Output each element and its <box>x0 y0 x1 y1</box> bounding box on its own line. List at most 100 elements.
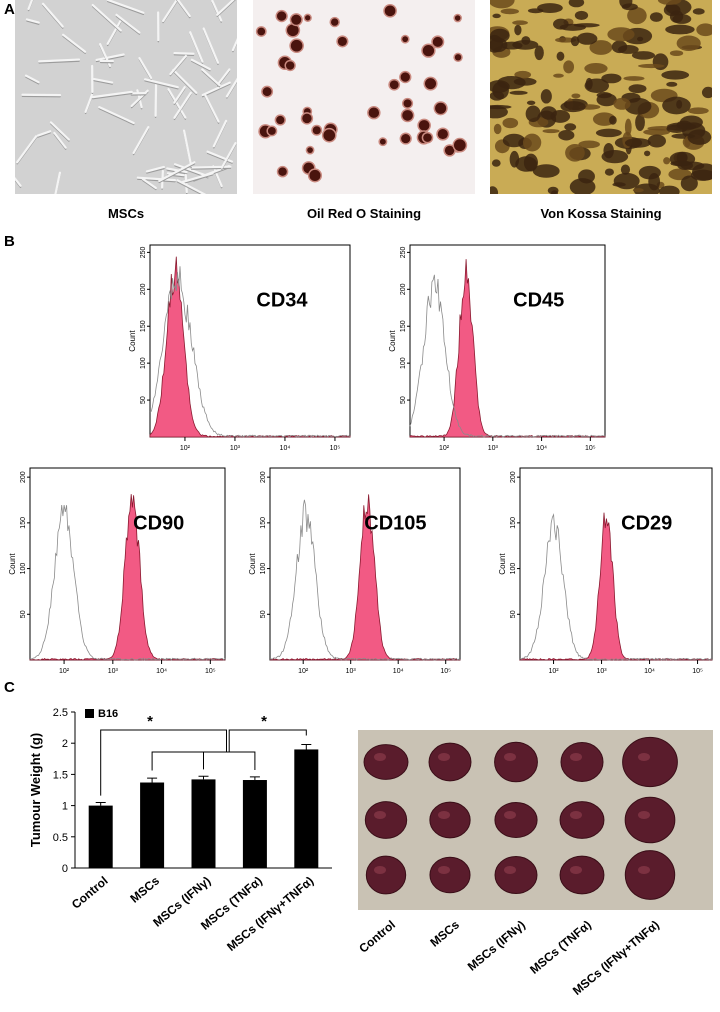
tumour <box>625 797 675 843</box>
mineral <box>677 35 701 50</box>
stained-cell <box>313 126 321 134</box>
y-tick-label: 100 <box>20 563 27 575</box>
plot-frame <box>410 245 605 437</box>
y-axis-label: Count <box>8 553 17 575</box>
x-tick-label: 10³ <box>108 668 119 675</box>
tumour <box>366 856 405 894</box>
tumour <box>625 851 674 900</box>
mineral <box>494 124 502 134</box>
tumour-highlight <box>638 866 650 874</box>
mineral <box>644 151 650 157</box>
mineral <box>638 64 665 68</box>
stained-cell <box>435 103 446 114</box>
mineral <box>670 50 683 56</box>
x-tick-label: 10³ <box>488 445 499 452</box>
tumour <box>429 743 471 781</box>
mineral <box>526 105 541 122</box>
x-tick-label: 10⁵ <box>692 668 703 675</box>
x-tick-label: 10⁵ <box>440 668 451 675</box>
stained-cell <box>268 127 276 135</box>
tumour-highlight <box>570 811 582 819</box>
stained-cell <box>423 133 432 142</box>
x-tick-label: 10⁴ <box>393 668 404 675</box>
mineral <box>563 60 574 73</box>
tumour-highlight <box>438 811 450 819</box>
marker-label: CD45 <box>513 289 564 311</box>
y-axis-label: Count <box>128 330 137 352</box>
legend-swatch <box>85 709 94 718</box>
stained-cell <box>257 28 265 36</box>
x-tick-label: 10² <box>180 445 191 452</box>
y-tick-label: 100 <box>260 563 267 575</box>
micrograph <box>10 0 245 205</box>
mineral <box>489 38 507 52</box>
y-tick-label: 50 <box>510 610 517 618</box>
tumour-highlight <box>504 866 516 874</box>
bar <box>192 779 216 868</box>
y-tick-label: 50 <box>400 396 407 404</box>
stained-cell <box>291 40 303 52</box>
tumour <box>430 802 470 838</box>
mineral <box>693 8 705 14</box>
mineral <box>607 27 634 41</box>
y-tick-label: 2.5 <box>53 707 68 719</box>
mineral <box>696 23 714 36</box>
mineral <box>553 19 569 30</box>
stained-cell <box>309 170 320 181</box>
mineral <box>514 25 521 36</box>
tumour-highlight <box>504 811 516 819</box>
tumour-highlight <box>374 753 386 761</box>
y-axis-label: Tumour Weight (g) <box>28 733 43 847</box>
mineral <box>541 89 552 103</box>
y-tick-label: 100 <box>400 357 407 369</box>
tumour <box>560 802 604 839</box>
mineral <box>553 74 564 78</box>
mineral <box>623 76 644 81</box>
y-axis-label: Count <box>248 553 257 575</box>
stained-cell <box>291 15 301 25</box>
mineral <box>578 169 595 183</box>
stained-cell <box>287 24 299 36</box>
y-tick-label: 100 <box>510 563 517 575</box>
panel-label: B <box>4 233 15 250</box>
mineral <box>609 116 617 125</box>
bar <box>243 780 267 868</box>
y-tick-label: 150 <box>20 517 27 529</box>
y-tick-label: 150 <box>140 320 147 332</box>
tumour-highlight <box>374 811 386 819</box>
micrograph <box>253 0 475 194</box>
mineral <box>492 82 509 100</box>
x-tick-label: 10⁵ <box>585 445 596 452</box>
mineral <box>558 130 574 140</box>
y-tick-label: 0.5 <box>53 832 68 844</box>
stained-cell <box>433 37 443 47</box>
mineral <box>512 40 538 50</box>
tumour <box>495 742 538 782</box>
caption: Von Kossa Staining <box>540 206 661 221</box>
mineral <box>650 12 663 22</box>
mineral <box>622 3 638 10</box>
tumour-highlight <box>504 753 516 761</box>
mineral <box>584 63 607 74</box>
y-tick-label: 1.5 <box>53 769 68 781</box>
mineral <box>628 84 646 93</box>
mineral <box>633 188 644 192</box>
tumour-highlight <box>438 753 450 761</box>
stained-cell <box>455 15 461 21</box>
stained-cell <box>369 107 379 117</box>
legend-label: B16 <box>98 708 118 720</box>
mineral <box>648 173 660 190</box>
bar <box>89 806 113 868</box>
stained-cell <box>402 36 408 42</box>
x-tick-label: 10⁴ <box>536 445 547 452</box>
significance-mark: * <box>147 713 153 730</box>
tumour <box>495 803 537 838</box>
mineral <box>596 129 622 137</box>
mineral <box>571 36 579 46</box>
x-tick-label: 10⁴ <box>644 668 655 675</box>
caption: MSCs <box>108 206 144 221</box>
stained-cell <box>425 78 436 89</box>
marker-label: CD34 <box>256 289 308 311</box>
y-tick-label: 2 <box>62 738 68 750</box>
y-tick-label: 150 <box>400 320 407 332</box>
